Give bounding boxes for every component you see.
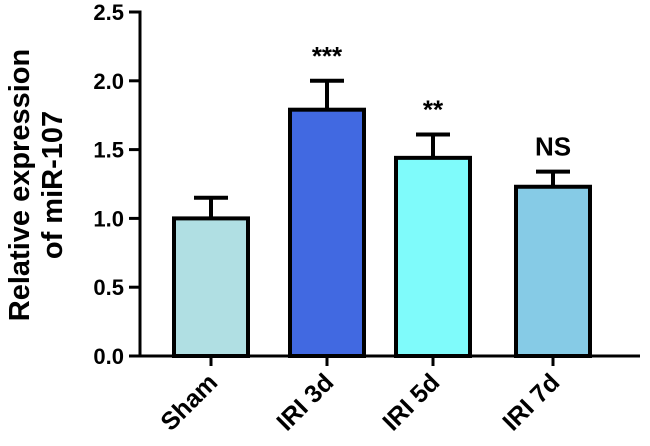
bar-iri-5d xyxy=(394,155,472,358)
y-tick-label-0.0: 0.0 xyxy=(93,344,124,369)
significance-label-iri-7d: NS xyxy=(535,132,571,162)
error-bar-iri-5d xyxy=(416,132,450,158)
y-axis-ticks: 0.0 0.5 1.0 1.5 2.0 2.5 xyxy=(93,0,140,369)
bar-iri-3d xyxy=(288,107,366,358)
y-axis-title-line-1: Relative expression xyxy=(4,49,36,321)
significance-label-iri-5d: ** xyxy=(423,94,444,124)
y-tick-label-1.5: 1.5 xyxy=(93,138,124,163)
error-bar-iri-7d xyxy=(536,169,570,187)
axes xyxy=(138,10,640,366)
y-tick-label-0.5: 0.5 xyxy=(93,275,124,300)
y-tick-label-1.0: 1.0 xyxy=(93,206,124,231)
x-tick-label-sham: Sham xyxy=(155,368,223,436)
x-tick-label-iri-3d: IRI 3d xyxy=(271,368,339,436)
y-axis-title: Relative expression of miR-107 xyxy=(4,49,69,321)
x-tick-label-iri-7d: IRI 7d xyxy=(497,368,565,436)
error-bars-layer xyxy=(194,78,570,219)
significance-label-iri-3d: *** xyxy=(312,41,343,71)
significance-annotations: *****NS xyxy=(312,41,571,162)
y-tick-label-2.0: 2.0 xyxy=(93,69,124,94)
y-tick-label-2.5: 2.5 xyxy=(93,0,124,25)
bar-iri-7d xyxy=(514,184,592,358)
x-tick-label-iri-5d: IRI 5d xyxy=(377,368,445,436)
bar-sham xyxy=(172,216,250,358)
error-bar-sham xyxy=(194,195,228,219)
bars-layer xyxy=(172,107,592,358)
error-bar-iri-3d xyxy=(310,78,344,110)
x-axis-category-labels: Sham IRI 3d IRI 5d IRI 7d xyxy=(155,368,565,436)
y-axis-title-line-2: of miR-107 xyxy=(37,111,69,259)
